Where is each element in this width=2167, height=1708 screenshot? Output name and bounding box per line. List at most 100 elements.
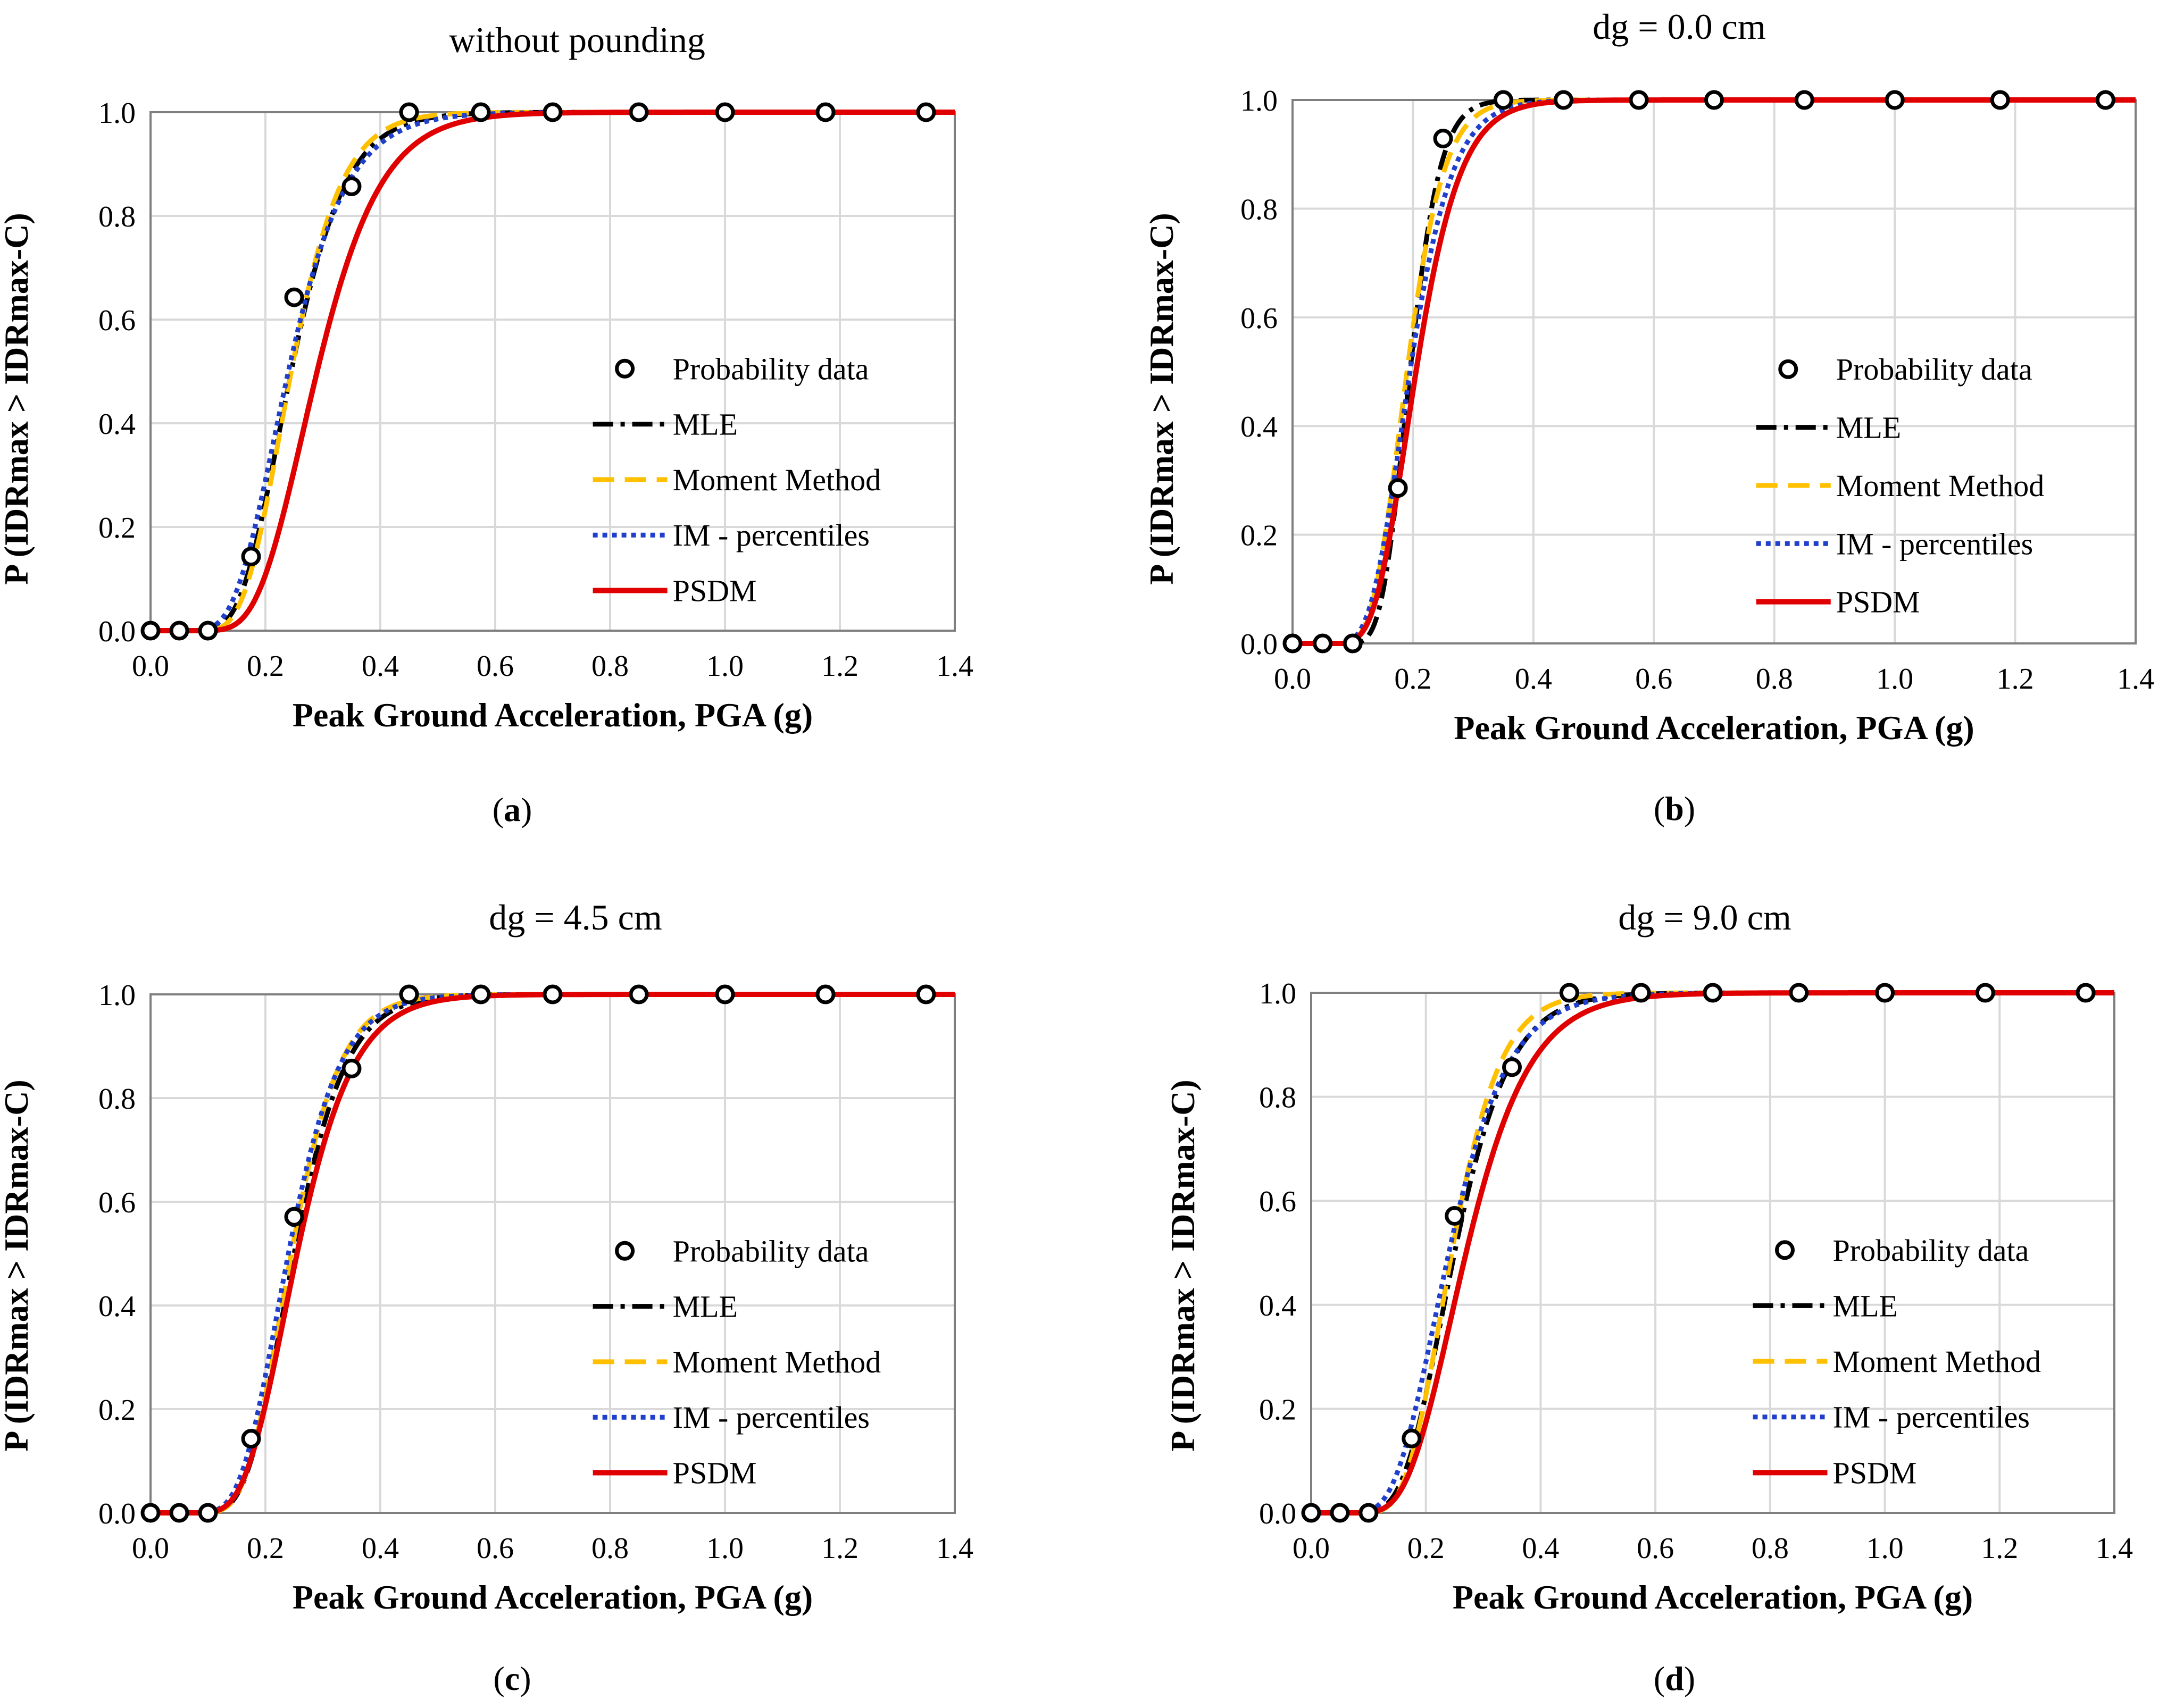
probability-point xyxy=(241,547,261,567)
probability-point xyxy=(1343,633,1363,654)
x-tick-label: 1.2 xyxy=(1997,663,2034,696)
probability-point xyxy=(715,984,735,1004)
probability-point xyxy=(399,102,419,122)
x-tick-label: 0.0 xyxy=(1274,663,1311,696)
y-tick-label: 0.2 xyxy=(98,1394,136,1427)
probability-point xyxy=(399,984,419,1004)
legend-label-psdm: PSDM xyxy=(1836,585,1920,619)
panel-caption: (d) xyxy=(1654,1660,1695,1697)
probability-point xyxy=(1301,1503,1321,1523)
legend-label-probability: Probability data xyxy=(1833,1233,2029,1268)
x-tick-label: 0.4 xyxy=(362,1532,399,1565)
probability-point xyxy=(629,102,649,122)
chart-panel-a: 0.0 0.2 0.4 0.6 0.8 1.0 1.2 1.4 0.0 0.2 0.4 0.6 0.8 1… xyxy=(0,20,973,828)
x-tick-label: 1.2 xyxy=(821,1532,859,1565)
probability-point xyxy=(1330,1503,1350,1523)
legend-label-psdm: PSDM xyxy=(673,574,757,608)
y-tick-label: 0.4 xyxy=(1259,1290,1296,1322)
probability-point xyxy=(341,1058,362,1078)
y-tick-label: 0.6 xyxy=(98,1186,136,1219)
probability-point xyxy=(543,984,563,1004)
probability-point xyxy=(1789,983,1809,1003)
y-tick-label: 1.0 xyxy=(1259,977,1296,1010)
x-tick-label: 1.0 xyxy=(1866,1532,1904,1565)
y-axis-label: P (IDRmax > IDRmax-C) xyxy=(0,213,35,585)
x-tick-label: 1.0 xyxy=(706,1532,744,1565)
x-tick-label: 1.4 xyxy=(936,1532,973,1565)
legend-label-im: IM - percentiles xyxy=(1836,526,2033,561)
probability-point xyxy=(1358,1503,1379,1523)
probability-point xyxy=(471,102,491,122)
probability-point xyxy=(241,1429,261,1449)
probability-point xyxy=(1313,633,1333,654)
x-axis-label: Peak Ground Acceleration, PGA (g) xyxy=(293,1578,813,1616)
x-axis-label: Peak Ground Acceleration, PGA (g) xyxy=(293,696,813,734)
probability-point xyxy=(2076,983,2096,1003)
probability-point xyxy=(1794,90,1814,110)
probability-point xyxy=(1502,1057,1522,1077)
series-line-im xyxy=(151,992,955,1516)
caption-close: ) xyxy=(1684,1660,1695,1697)
caption-open: ( xyxy=(1654,1660,1665,1697)
probability-point xyxy=(1433,129,1453,149)
chart-panel-d: 0.0 0.2 0.4 0.6 0.8 1.0 1.2 1.4 0.0 0.2 0.4 0.6 0.8 1… xyxy=(1164,897,2133,1697)
x-tick-label: 1.4 xyxy=(936,650,973,683)
legend-label-psdm: PSDM xyxy=(673,1456,757,1491)
y-tick-label: 0.4 xyxy=(1240,411,1278,443)
x-tick-label: 0.0 xyxy=(1293,1532,1330,1565)
legend-marker-probability xyxy=(1778,359,1798,379)
probability-point xyxy=(169,621,189,641)
y-tick-label: 0.6 xyxy=(1259,1185,1296,1218)
caption-close: ) xyxy=(1684,790,1695,827)
caption-open: ( xyxy=(493,791,504,828)
legend-label-psdm: PSDM xyxy=(1833,1455,1917,1490)
caption-open: ( xyxy=(1654,790,1665,827)
legend-label-probability: Probability data xyxy=(673,351,869,386)
x-tick-label: 1.2 xyxy=(821,650,859,683)
x-tick-label: 0.4 xyxy=(1522,1532,1559,1565)
legend-label-mle: MLE xyxy=(1836,411,1901,445)
x-tick-label: 1.0 xyxy=(706,650,744,683)
probability-point xyxy=(916,984,936,1004)
y-tick-label: 0.2 xyxy=(98,512,136,545)
x-tick-label: 0.2 xyxy=(1407,1532,1445,1565)
probability-point xyxy=(140,1503,161,1523)
legend-label-probability: Probability data xyxy=(1836,352,2032,387)
y-tick-label: 1.0 xyxy=(98,979,136,1012)
x-tick-label: 0.2 xyxy=(247,650,284,683)
probability-point xyxy=(815,984,836,1004)
probability-point xyxy=(198,621,218,641)
legend-marker-probability xyxy=(615,358,635,379)
x-tick-label: 1.0 xyxy=(1876,663,1913,696)
legend-label-im: IM - percentiles xyxy=(673,518,870,552)
legend-label-im: IM - percentiles xyxy=(673,1400,870,1435)
probability-point xyxy=(916,102,936,122)
probability-point xyxy=(1402,1428,1422,1449)
legend-label-moment: Moment Method xyxy=(673,1345,881,1379)
caption-close: ) xyxy=(520,1660,531,1697)
probability-point xyxy=(1282,633,1303,654)
probability-point xyxy=(1553,90,1573,110)
probability-point xyxy=(715,102,735,122)
probability-point xyxy=(543,102,563,122)
caption-close: ) xyxy=(521,791,532,828)
x-tick-label: 0.8 xyxy=(1756,663,1793,696)
x-axis-label: Peak Ground Acceleration, PGA (g) xyxy=(1454,709,1974,747)
chart-panel-c: 0.0 0.2 0.4 0.6 0.8 1.0 1.2 1.4 0.0 0.2 0.4 0.6 0.8 1… xyxy=(0,897,973,1697)
x-tick-label: 0.4 xyxy=(1515,663,1552,696)
x-tick-label: 0.0 xyxy=(132,1532,169,1565)
y-tick-label: 0.2 xyxy=(1240,520,1278,552)
x-tick-label: 1.2 xyxy=(1981,1532,2018,1565)
caption-letter: b xyxy=(1665,790,1684,827)
y-tick-label: 0.6 xyxy=(98,304,136,337)
legend-marker-probability xyxy=(1775,1240,1795,1260)
x-tick-label: 0.6 xyxy=(477,650,514,683)
y-tick-label: 1.0 xyxy=(98,97,136,130)
probability-point xyxy=(815,102,836,122)
y-axis-label: P (IDRmax > IDRmax-C) xyxy=(1143,213,1180,585)
probability-point xyxy=(1493,90,1513,110)
chart-title: dg = 0.0 cm xyxy=(1593,6,1765,47)
x-tick-label: 0.4 xyxy=(362,650,399,683)
chart-panel-b: 0.0 0.2 0.4 0.6 0.8 1.0 1.2 1.4 0.0 0.2 0.4 0.6 0.8 1… xyxy=(1143,6,2154,827)
